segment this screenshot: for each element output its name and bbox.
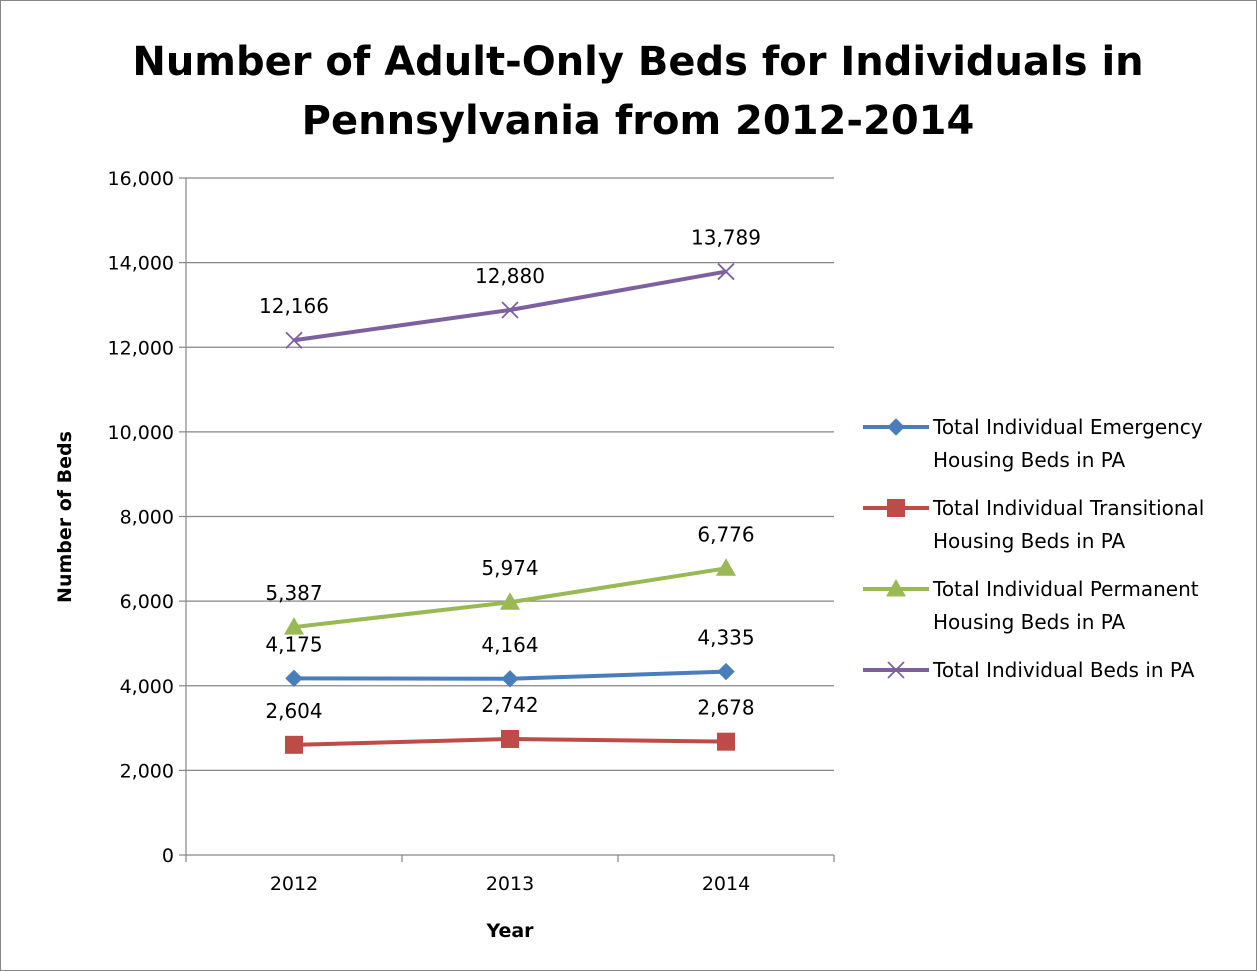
- legend-marker: [886, 579, 906, 597]
- legend-marker: [887, 418, 905, 436]
- legend-label: Housing Beds in PA: [933, 529, 1126, 553]
- legend-label: Total Individual Beds in PA: [932, 658, 1195, 682]
- legend-label: Housing Beds in PA: [933, 448, 1126, 472]
- legend-entry-3: Total Individual Beds in PA: [863, 658, 1195, 682]
- data-point-0-2: [717, 662, 735, 681]
- data-point-3-2: [717, 262, 735, 281]
- y-tick-label: 6,000: [120, 591, 174, 613]
- chart-title-line-1: Number of Adult-Only Beds for Individual…: [132, 39, 1143, 85]
- data-label: 4,175: [265, 632, 322, 656]
- y-tick-label: 14,000: [108, 253, 174, 275]
- legend-entry-1: Total Individual Transitional Housing Bed…: [863, 496, 1204, 553]
- y-tick-label: 0: [162, 845, 174, 867]
- y-tick-label: 4,000: [120, 676, 174, 698]
- tick-labels: 0 2,000 4,000 6,000 8,000 10,000 12,000 14,000 1…: [108, 168, 751, 895]
- data-label: 2,678: [697, 696, 754, 720]
- x-tick-label-2014: 2014: [702, 873, 750, 895]
- axes: [179, 177, 835, 862]
- data-labels: 4,175 4,164 4,335 2,604 2,742 2,678 5,387 5,974…: [259, 226, 761, 723]
- y-tick-label: 8,000: [120, 507, 174, 529]
- data-label: 4,164: [481, 633, 538, 657]
- legend-label: Total Individual Transitional: [932, 496, 1204, 520]
- legend: Total Individual Emergency Housing Beds i…: [863, 415, 1204, 682]
- data-label: 13,789: [691, 226, 761, 250]
- data-point-2-0: [284, 617, 304, 635]
- data-point-0-1: [501, 670, 519, 688]
- data-point-1-0: [285, 735, 303, 754]
- legend-label: Total Individual Permanent: [932, 577, 1199, 601]
- series-lines: [284, 262, 736, 754]
- legend-entry-2: Total Individual Permanent Housing Beds i…: [863, 577, 1199, 634]
- legend-entry-0: Total Individual Emergency Housing Beds i…: [863, 415, 1203, 472]
- data-point-0-0: [285, 669, 303, 688]
- chart-title-line-2: Pennsylvania from 2012-2014: [302, 98, 975, 144]
- y-tick-label: 2,000: [120, 760, 174, 782]
- data-label: 2,604: [265, 699, 322, 723]
- data-point-3-0: [285, 331, 303, 349]
- data-label: 12,880: [475, 264, 545, 288]
- data-label: 12,166: [259, 294, 329, 318]
- y-tick-label: 16,000: [108, 168, 174, 190]
- legend-marker: [887, 661, 905, 679]
- data-point-1-2: [717, 732, 735, 751]
- data-label: 5,974: [481, 556, 538, 580]
- legend-label: Housing Beds in PA: [933, 610, 1126, 634]
- legend-marker: [887, 499, 905, 517]
- x-tick-label-2012: 2012: [270, 873, 318, 895]
- x-axis-title: Year: [485, 920, 534, 942]
- y-tick-label: 12,000: [108, 337, 174, 359]
- data-label: 6,776: [697, 522, 754, 546]
- data-point-3-1: [501, 301, 519, 319]
- y-tick-label: 10,000: [108, 422, 174, 444]
- y-axis-title: Number of Beds: [54, 431, 76, 603]
- data-label: 2,742: [481, 693, 538, 717]
- data-label: 4,335: [697, 626, 754, 650]
- legend-label: Total Individual Emergency: [932, 415, 1203, 439]
- data-point-2-1: [500, 592, 520, 610]
- data-point-2-2: [716, 558, 736, 576]
- data-label: 5,387: [265, 581, 322, 605]
- data-point-1-1: [501, 729, 519, 748]
- x-tick-label-2013: 2013: [486, 873, 534, 895]
